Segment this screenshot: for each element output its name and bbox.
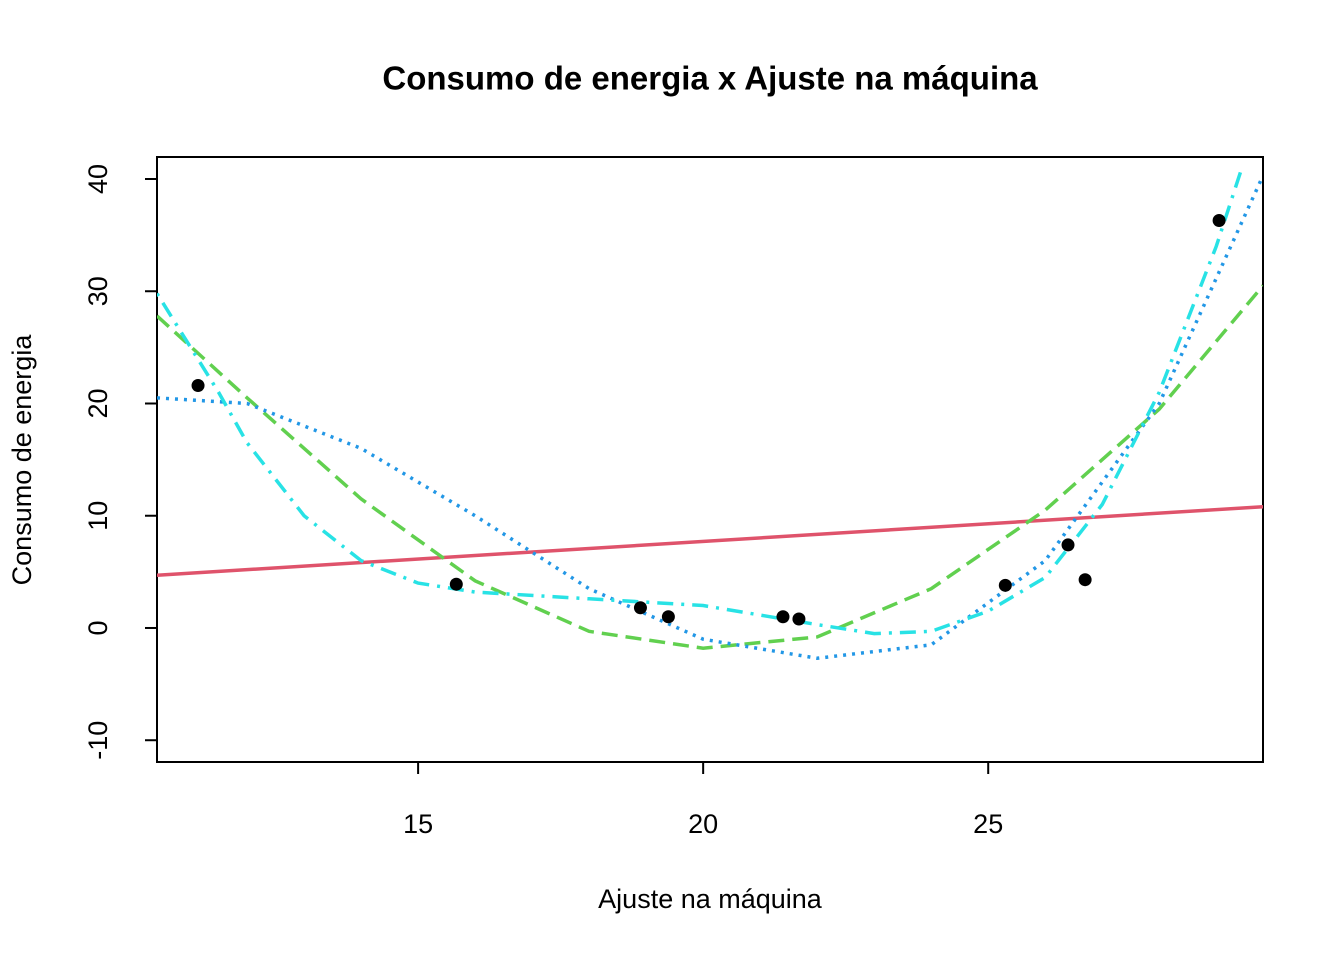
x-axis-label: Ajuste na máquina — [598, 884, 823, 914]
fit-line — [157, 284, 1263, 650]
y-tick-label: 30 — [83, 276, 113, 306]
y-tick-label: 20 — [83, 388, 113, 418]
fit-line — [157, 167, 1244, 636]
chart-title: Consumo de energia x Ajuste na máquina — [382, 60, 1038, 97]
x-tick-label: 15 — [403, 809, 433, 839]
data-point — [661, 610, 675, 624]
fit-line — [157, 174, 1263, 661]
x-tick-label: 25 — [973, 809, 1003, 839]
y-tick-label: 10 — [83, 501, 113, 531]
data-point — [792, 612, 806, 626]
data-point — [633, 601, 647, 615]
data-point — [1061, 538, 1075, 552]
data-point — [191, 379, 205, 393]
fit-line — [157, 505, 1263, 577]
y-tick-label: 40 — [83, 164, 113, 194]
data-point — [1212, 214, 1226, 228]
data-point — [1078, 573, 1092, 587]
curves — [157, 167, 1263, 661]
y-tick-label: -10 — [83, 721, 113, 760]
data-point — [776, 610, 790, 624]
y-tick-label: 0 — [83, 620, 113, 635]
plot-frame — [156, 156, 1264, 763]
data-point — [998, 578, 1012, 592]
x-tick-label: 20 — [688, 809, 718, 839]
data-point — [449, 577, 463, 591]
y-axis-label: Consumo de energia — [7, 334, 37, 586]
